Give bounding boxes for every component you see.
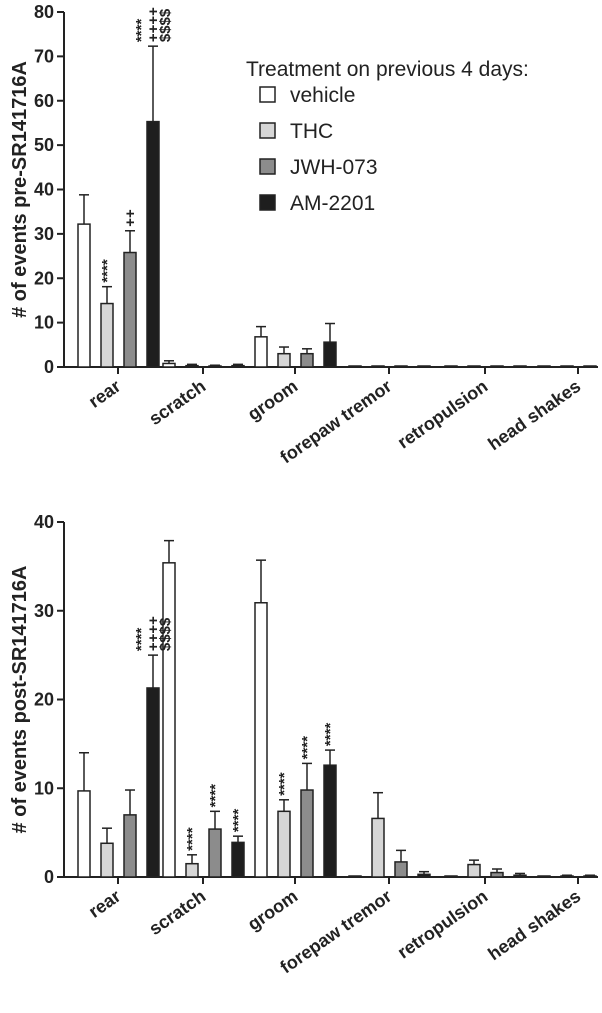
legend-entry: THC: [290, 120, 333, 143]
bar: [162, 362, 176, 368]
category-label: head shakes: [484, 886, 584, 964]
bar: [254, 336, 268, 368]
bar: [231, 364, 245, 368]
legend: Treatment on previous 4 days: vehicle THC…: [246, 58, 529, 215]
bar: [371, 817, 385, 878]
significance-marker: ++++: [145, 7, 162, 42]
significance-marker: ****: [133, 628, 150, 652]
bar: [77, 223, 91, 368]
bar: [162, 562, 176, 878]
bar: [323, 341, 337, 368]
y-tick-label: 10: [34, 778, 54, 798]
bar: [100, 302, 114, 368]
bar: [583, 365, 597, 368]
y-tick-label: 10: [34, 313, 54, 333]
bar: [146, 687, 160, 878]
bar: [444, 365, 458, 368]
bar: [123, 814, 137, 878]
bar: [467, 863, 481, 878]
bar: [185, 862, 199, 878]
y-tick-label: 60: [34, 91, 54, 111]
bar: [417, 365, 431, 368]
y-tick-label: 20: [34, 690, 54, 710]
legend-entry: vehicle: [290, 84, 355, 107]
bar: [444, 875, 458, 878]
category-label: rear: [85, 376, 124, 412]
bar: [417, 873, 431, 878]
significance-marker: ****: [299, 736, 316, 760]
bar: [467, 365, 481, 368]
significance-marker: ****: [276, 772, 293, 796]
legend-entry: AM-2201: [290, 192, 375, 215]
bar: [583, 875, 597, 878]
bar: [300, 352, 314, 368]
y-tick-label: 0: [44, 867, 54, 887]
bar: [394, 365, 408, 368]
panel-post-sr141716a: 0 10 20 30 40 # of events post-SR141716A rear s…: [9, 512, 598, 977]
category-label: rear: [85, 886, 124, 922]
category-label: groom: [244, 886, 301, 935]
significance-marker: ****: [230, 809, 247, 833]
y-axis-title: # of events post-SR141716A: [9, 566, 31, 834]
significance-marker: $$$$: [157, 8, 174, 42]
bar: [254, 602, 268, 878]
bar: [277, 352, 291, 368]
y-tick-label: 40: [34, 180, 54, 200]
bar: [100, 842, 114, 878]
bar: [300, 789, 314, 878]
legend-title: Treatment on previous 4 days:: [246, 58, 529, 81]
bar: [560, 365, 574, 368]
bar: [371, 365, 385, 368]
bar: [146, 120, 160, 368]
bar: [77, 790, 91, 878]
significance-marker: $$$$: [157, 617, 174, 651]
category-label: head shakes: [484, 376, 584, 454]
bar: [277, 810, 291, 878]
legend-swatch: [259, 158, 276, 175]
bar: [513, 365, 527, 368]
category-label: retropulsion: [394, 376, 491, 453]
bar: [394, 861, 408, 878]
legend-entry: JWH-073: [290, 156, 378, 179]
significance-marker: ++: [122, 209, 139, 227]
y-tick-label: 30: [34, 224, 54, 244]
bar: [537, 875, 551, 878]
bar: [490, 365, 504, 368]
category-label: groom: [244, 376, 301, 425]
bar: [123, 251, 137, 368]
bar: [323, 764, 337, 878]
significance-marker: ****: [322, 723, 339, 747]
significance-marker: ****: [184, 827, 201, 851]
bar: [348, 365, 362, 368]
y-tick-label: 40: [34, 512, 54, 532]
bar: [231, 841, 245, 878]
significance-marker: ++++: [145, 616, 162, 651]
legend-swatch: [259, 194, 276, 211]
bar: [208, 828, 222, 878]
bar: [208, 365, 222, 368]
bar: [560, 875, 574, 878]
legend-swatch: [259, 86, 276, 103]
y-tick-label: 50: [34, 135, 54, 155]
y-tick-label: 70: [34, 46, 54, 66]
significance-marker: ****: [133, 19, 150, 43]
y-tick-label: 30: [34, 601, 54, 621]
y-tick-label: 80: [34, 2, 54, 22]
y-tick-label: 0: [44, 357, 54, 377]
significance-marker: ****: [207, 784, 224, 808]
significance-marker: ****: [99, 259, 116, 283]
bar: [348, 875, 362, 878]
y-tick-label: 20: [34, 268, 54, 288]
category-label: scratch: [145, 886, 209, 939]
category-label: retropulsion: [394, 886, 491, 963]
bar: [513, 874, 527, 878]
bar: [185, 364, 199, 368]
y-axis-title: # of events pre-SR141716A: [9, 61, 31, 318]
bar: [490, 871, 504, 878]
bar: [537, 365, 551, 368]
legend-swatch: [259, 122, 276, 139]
category-label: scratch: [145, 376, 209, 429]
